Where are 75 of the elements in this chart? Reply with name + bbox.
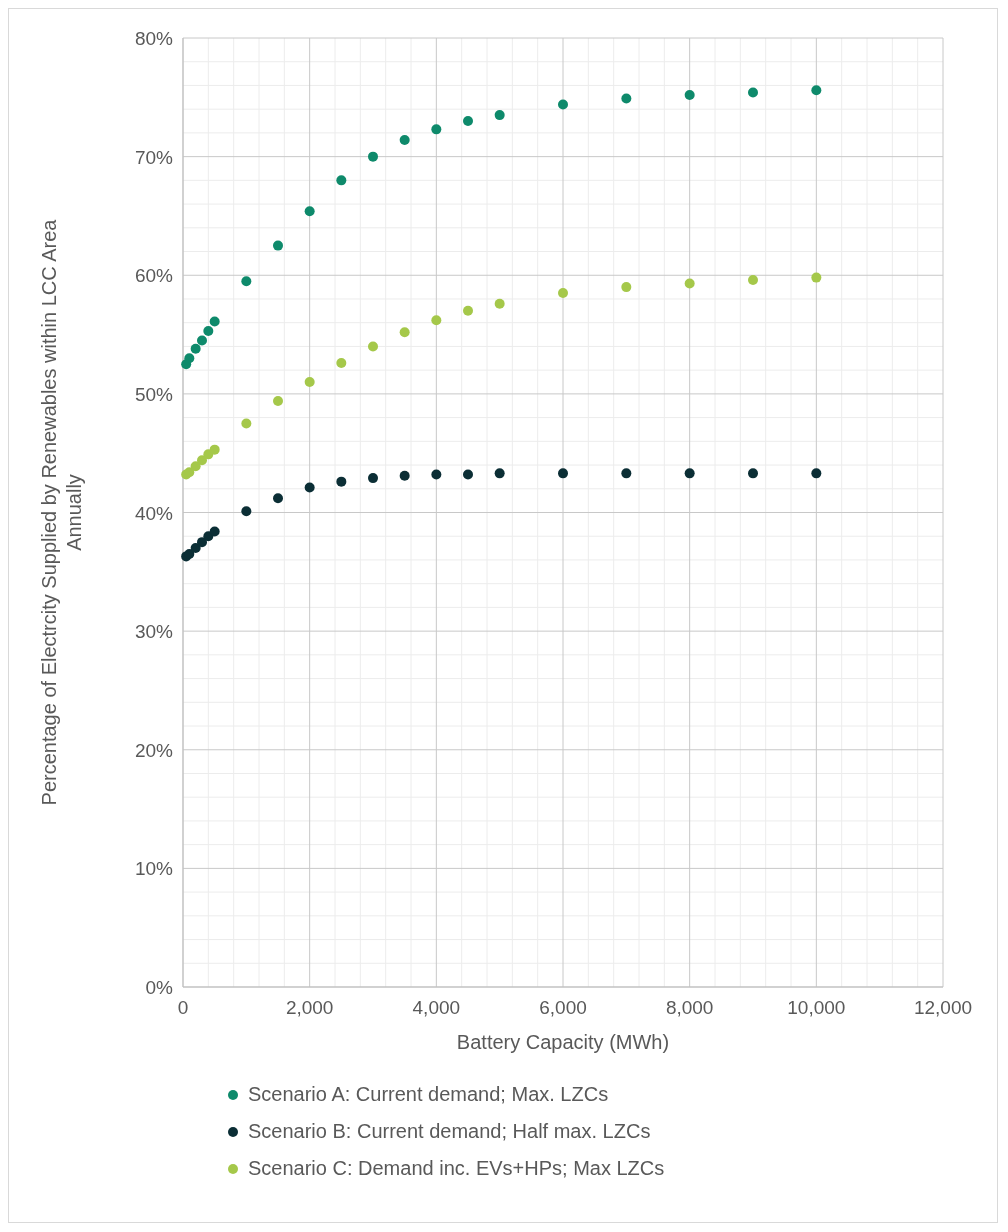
point [748, 468, 758, 479]
point [241, 418, 252, 429]
legend-label: Scenario C: Demand inc. EVs+HPs; Max LZCs [248, 1157, 665, 1179]
x-tick-label: 6,000 [539, 997, 587, 1018]
point [558, 468, 568, 479]
point [494, 468, 505, 479]
point [684, 278, 695, 289]
point [431, 469, 442, 480]
point [368, 341, 378, 352]
x-tick-label: 10,000 [787, 997, 846, 1018]
point [494, 110, 505, 121]
x-axis-title: Battery Capacity (MWh) [456, 1031, 670, 1053]
y-tick-label: 0% [145, 977, 174, 998]
y-tick-label: 40% [134, 502, 174, 524]
y-tick-label: 60% [134, 265, 174, 287]
point [399, 470, 410, 481]
y-tick-label: 80% [134, 28, 174, 49]
point [336, 175, 347, 186]
point [184, 353, 195, 364]
y-tick-label: 70% [134, 146, 174, 168]
point [241, 506, 252, 517]
point [368, 151, 378, 162]
point [399, 327, 410, 338]
point [811, 468, 822, 479]
point [494, 298, 505, 309]
point [463, 305, 473, 316]
legend-label: Scenario B: Current demand; Half max. LZCs [248, 1120, 651, 1142]
point [336, 476, 347, 487]
point [273, 493, 283, 504]
point [399, 135, 410, 146]
point [621, 468, 632, 479]
point [190, 461, 201, 472]
point [621, 282, 632, 293]
point [336, 358, 347, 369]
x-tick-label: 12,000 [913, 997, 973, 1018]
point [209, 316, 220, 327]
point [558, 99, 568, 110]
point [203, 531, 214, 542]
point [203, 326, 214, 336]
point [431, 124, 442, 135]
point [209, 526, 220, 537]
point [748, 87, 758, 98]
point [463, 116, 473, 127]
point [197, 455, 207, 466]
point [190, 343, 201, 354]
point [621, 93, 632, 104]
point [811, 85, 822, 96]
point [684, 468, 695, 479]
x-tick-label: 0 [177, 997, 189, 1018]
x-tick-label: 8,000 [665, 997, 714, 1018]
point [304, 482, 315, 493]
point [190, 543, 201, 554]
point [304, 206, 315, 217]
y-tick-label: 50% [134, 383, 174, 405]
point [197, 335, 207, 346]
point [811, 272, 822, 283]
y-tick-label: 20% [134, 739, 174, 761]
point [431, 315, 442, 326]
point [209, 444, 220, 455]
point [684, 89, 695, 100]
y-axis-title: Percentage of Electrcity Supplied by Renewables within LCC Area Annually [38, 218, 85, 806]
legend-label: Scenario A: Current demand; Max. LZCs [248, 1083, 609, 1105]
y-tick-label: 10% [134, 858, 174, 880]
x-tick-label: 4,000 [412, 997, 461, 1018]
point [558, 288, 568, 299]
point [463, 469, 473, 480]
point [748, 275, 758, 285]
point [368, 473, 378, 484]
point [197, 537, 207, 548]
x-tick-label: 2,000 [285, 997, 334, 1018]
point [304, 377, 315, 388]
point [273, 240, 283, 251]
point [241, 276, 252, 287]
y-tick-label: 30% [134, 621, 174, 643]
point [273, 395, 283, 406]
